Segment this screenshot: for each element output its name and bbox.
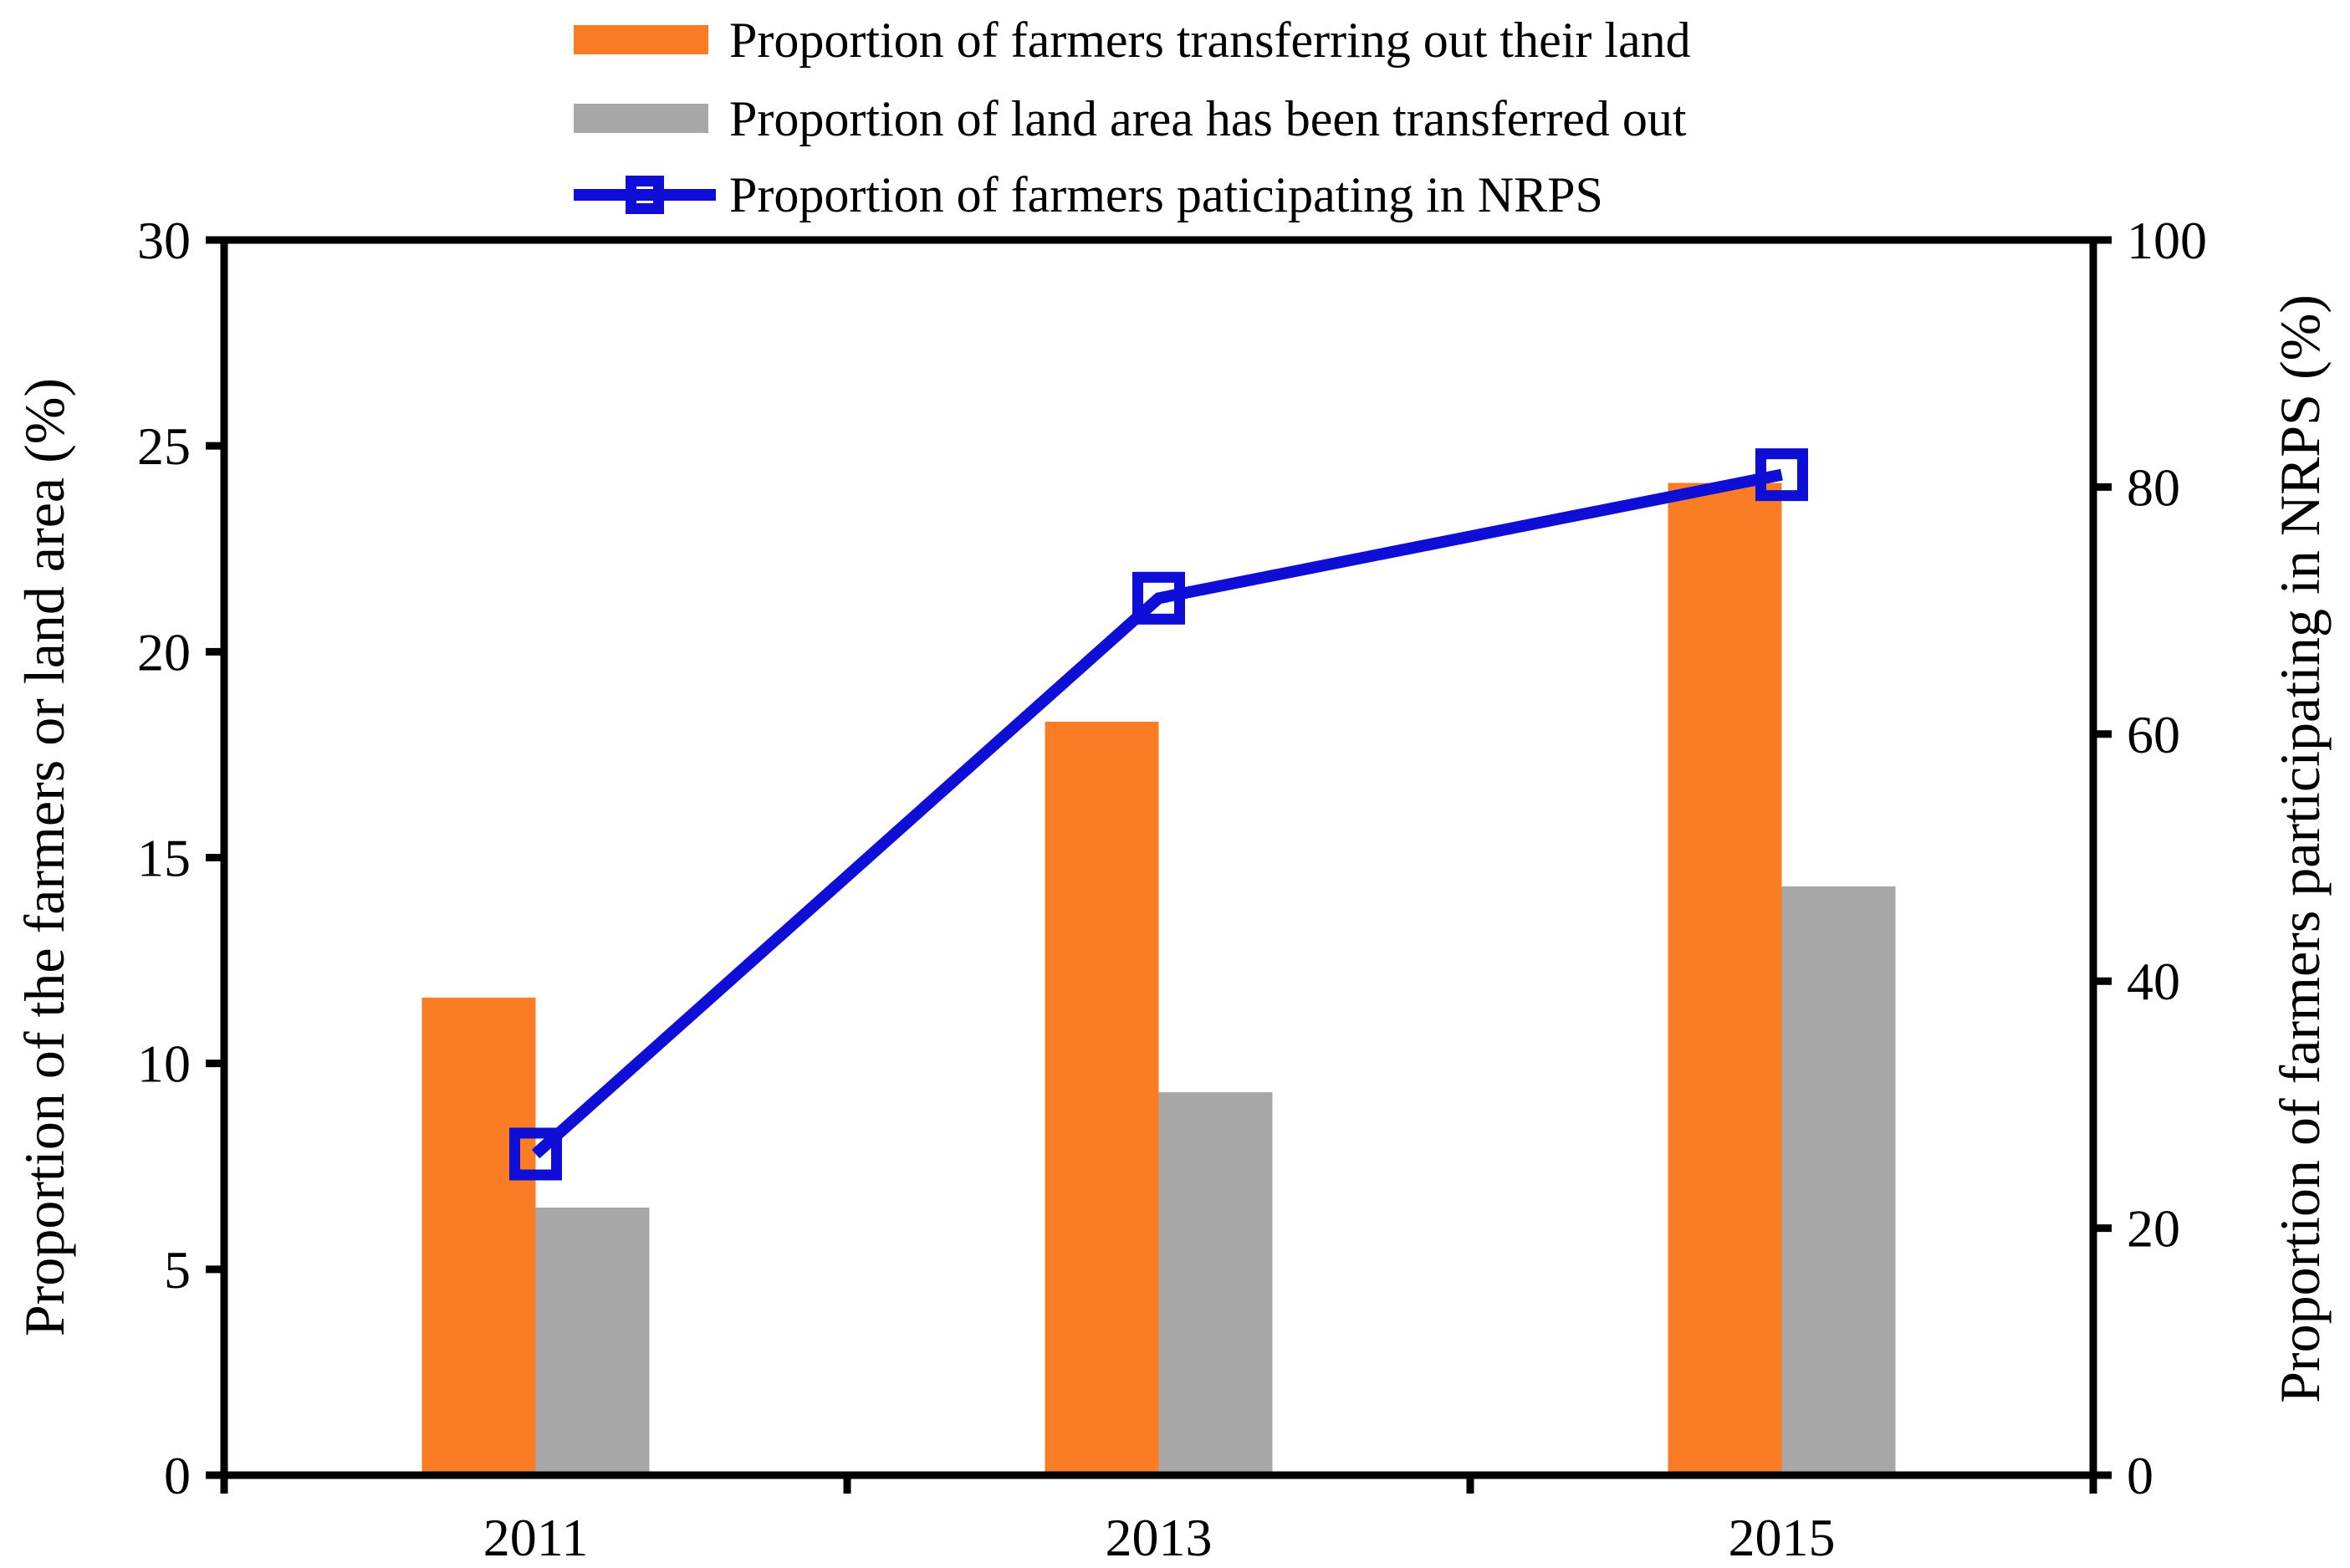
right-axis-tick-label: 60 xyxy=(2127,705,2180,764)
nrps-marker-2011 xyxy=(509,1127,562,1181)
left-axis-tick-label: 5 xyxy=(164,1240,191,1300)
legend-label-land-area: Proportion of land area has been transfe… xyxy=(729,91,1687,146)
bar-land-area-2011 xyxy=(535,1207,650,1475)
legend-bar-swatch-gray-icon xyxy=(574,95,716,142)
bar-land-area-2015 xyxy=(1781,886,1896,1475)
nrps-marker-2013 xyxy=(1132,571,1185,625)
legend-label-farmers-transferring: Proportion of farmers transferring out t… xyxy=(729,13,1691,68)
right-axis-tick-label: 0 xyxy=(2127,1446,2153,1505)
bar-farmers-transferring-2013 xyxy=(1045,722,1159,1475)
right-axis-tick-label: 100 xyxy=(2127,211,2207,270)
x-axis-category-label: 2013 xyxy=(1106,1508,1213,1567)
legend-item-land-area: Proportion of land area has been transfe… xyxy=(574,91,1687,146)
right-axis-tick-label: 40 xyxy=(2127,952,2180,1011)
legend-label-nrps: Proportion of farmers paticipating in NR… xyxy=(729,167,1603,222)
right-axis-tick-label: 20 xyxy=(2127,1199,2180,1259)
nrps-marker-2015 xyxy=(1755,448,1808,502)
right-axis-tick-label: 80 xyxy=(2127,457,2180,517)
x-axis-category-label: 2015 xyxy=(1729,1508,1836,1567)
right-axis-title: Proportion of farmers participating in N… xyxy=(2268,294,2332,1403)
legend-item-farmers-transferring: Proportion of farmers transferring out t… xyxy=(574,13,1691,68)
nrps-line xyxy=(531,468,1783,1159)
left-axis-tick-label: 15 xyxy=(137,829,191,888)
left-axis-tick-label: 0 xyxy=(164,1446,191,1505)
legend-bar-swatch-orange-icon xyxy=(574,17,716,64)
left-axis-tick-label: 25 xyxy=(137,416,191,476)
left-axis-tick-label: 30 xyxy=(137,211,191,270)
legend-item-nrps-line: Proportion of farmers paticipating in NR… xyxy=(574,167,1603,222)
bar-farmers-transferring-2015 xyxy=(1668,483,1782,1475)
bar-land-area-2013 xyxy=(1158,1092,1273,1475)
x-axis-category-label: 2011 xyxy=(483,1508,589,1567)
left-axis-tick-label: 10 xyxy=(137,1034,191,1094)
bar-farmers-transferring-2011 xyxy=(421,997,536,1475)
legend-line-square-marker-icon xyxy=(574,171,716,218)
left-axis-tick-label: 20 xyxy=(137,622,191,682)
left-axis-title: Proportion of the farmers or land area (… xyxy=(13,377,76,1337)
